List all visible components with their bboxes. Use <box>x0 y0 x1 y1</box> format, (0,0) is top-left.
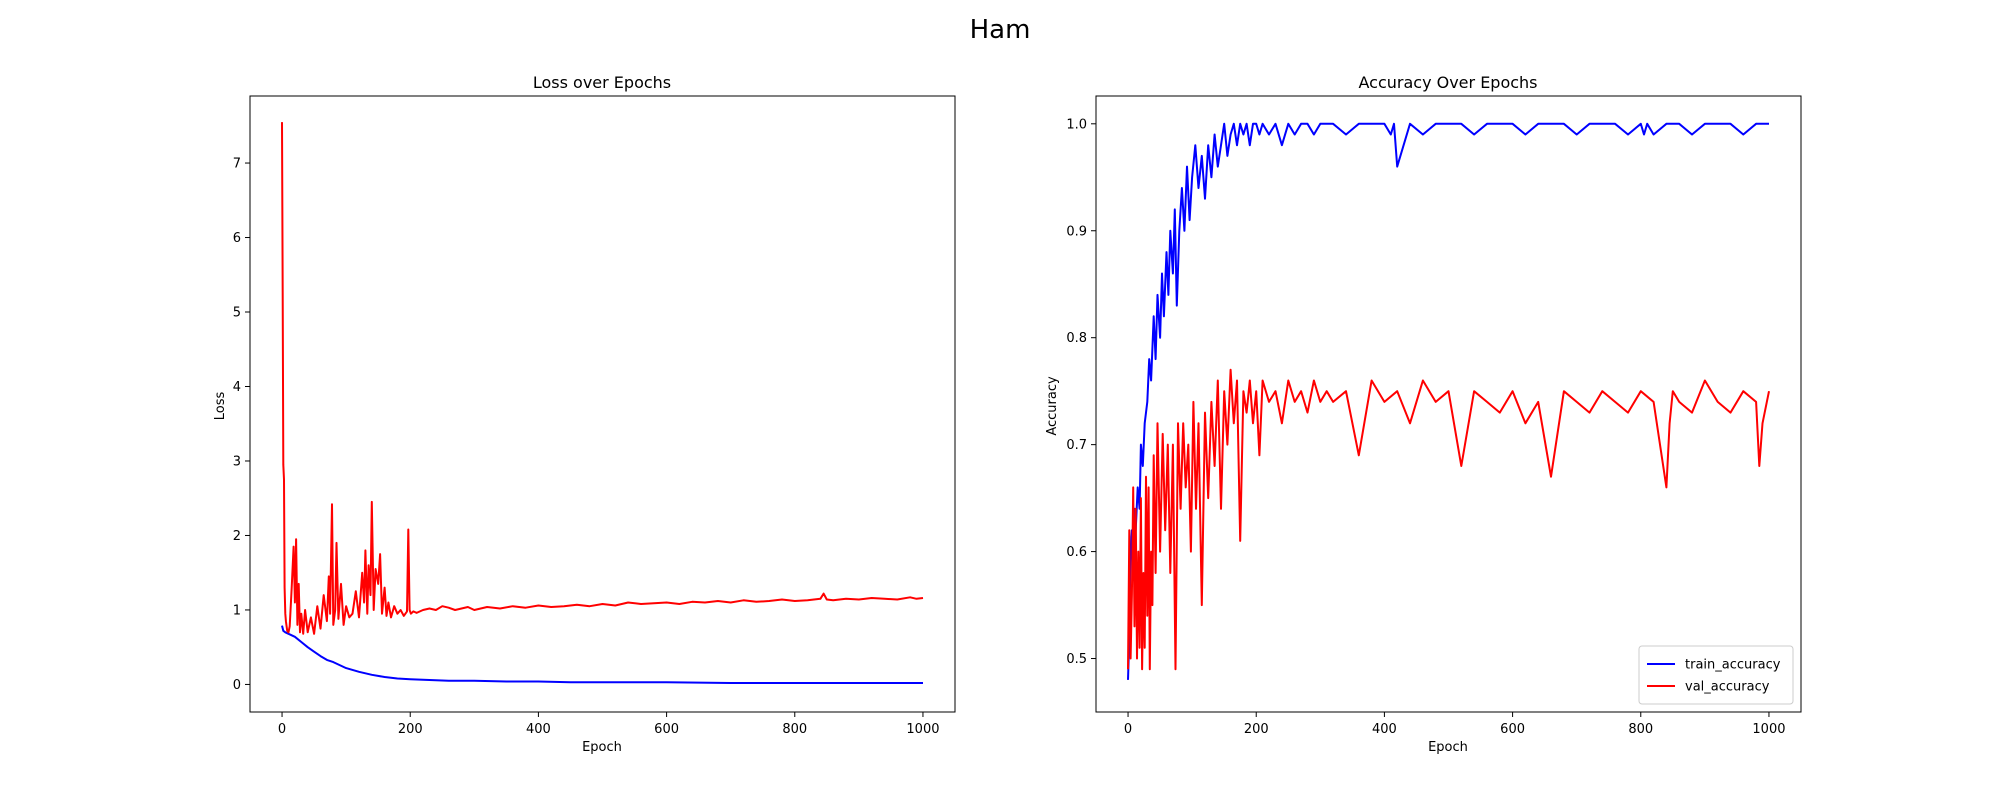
accuracy-chart-plot: 0 200 400 600 800 1000 0.5 0.6 0.7 0.8 0.9 1.0 train… <box>1066 95 1802 737</box>
accuracy-chart-legend-label: val_accuracy <box>1685 680 1770 695</box>
accuracy-chart-xtick-label: 400 <box>1372 722 1397 737</box>
loss-chart-xtick-label: 1000 <box>906 722 939 737</box>
loss-chart: Loss over Epochs Epoch Loss 0 200 400 600 80… <box>213 73 956 755</box>
accuracy-chart-legend: train_accuracy val_accuracy <box>1638 645 1794 705</box>
accuracy-chart-ylabel: Accuracy <box>1045 376 1060 436</box>
loss-chart-xtick-label: 600 <box>654 722 679 737</box>
accuracy-chart-ytick-label: 0.6 <box>1066 545 1087 560</box>
loss-chart-series-line-1 <box>281 122 924 635</box>
loss-chart-xtick-label: 200 <box>398 722 423 737</box>
loss-chart-ytick-label: 5 <box>233 306 241 321</box>
accuracy-chart: Accuracy Over Epochs Epoch Accuracy 0 200… <box>1045 73 1802 755</box>
loss-chart-ytick-label: 0 <box>233 678 241 693</box>
accuracy-chart-ytick-label: 0.8 <box>1066 331 1087 346</box>
loss-chart-ytick-label: 7 <box>233 157 241 172</box>
accuracy-chart-xtick-label: 800 <box>1628 722 1653 737</box>
accuracy-chart-ytick-label: 0.9 <box>1066 224 1087 239</box>
accuracy-chart-xtick-label: 200 <box>1244 722 1269 737</box>
accuracy-chart-ytick-label: 0.5 <box>1066 652 1087 667</box>
accuracy-chart-ytick-label: 1.0 <box>1066 117 1087 132</box>
accuracy-chart-xtick-label: 0 <box>1124 722 1132 737</box>
accuracy-chart-series-val-accuracy <box>1127 368 1770 671</box>
loss-chart-xtick-label: 0 <box>278 722 286 737</box>
accuracy-chart-xtick-label: 1000 <box>1752 722 1785 737</box>
loss-chart-ylabel: Loss <box>213 392 228 421</box>
loss-chart-ytick-label: 6 <box>233 231 241 246</box>
loss-chart-xlabel: Epoch <box>582 740 622 755</box>
accuracy-chart-title: Accuracy Over Epochs <box>1358 73 1537 92</box>
loss-chart-xtick-label: 800 <box>782 722 807 737</box>
loss-chart-xtick-label: 400 <box>526 722 551 737</box>
loss-chart-ytick-label: 4 <box>233 380 241 395</box>
loss-chart-series-line-0 <box>281 625 923 684</box>
accuracy-chart-legend-label: train_accuracy <box>1685 658 1781 673</box>
loss-chart-ytick-label: 1 <box>233 603 241 618</box>
loss-chart-title: Loss over Epochs <box>533 73 671 92</box>
loss-chart-ytick-label: 3 <box>233 454 241 469</box>
loss-chart-plot: 0 200 400 600 800 1000 0 1 2 3 4 5 6 7 <box>233 95 956 737</box>
loss-chart-axes-frame <box>249 95 956 713</box>
accuracy-chart-xlabel: Epoch <box>1428 740 1468 755</box>
loss-chart-ytick-label: 2 <box>233 529 241 544</box>
figure-title: Ham <box>970 15 1031 45</box>
accuracy-chart-ytick-label: 0.7 <box>1066 438 1087 453</box>
accuracy-chart-series-train-accuracy <box>1127 122 1769 680</box>
accuracy-chart-xtick-label: 600 <box>1500 722 1525 737</box>
accuracy-chart-legend-box <box>1638 645 1794 705</box>
accuracy-chart-axes-frame <box>1095 95 1802 713</box>
